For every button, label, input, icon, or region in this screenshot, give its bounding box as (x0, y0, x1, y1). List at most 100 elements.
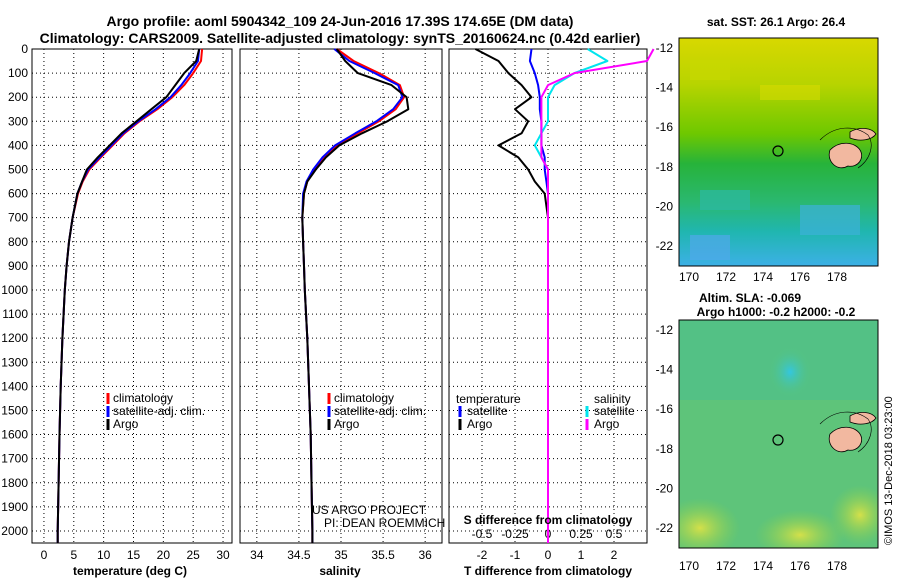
s-diff-satellite-line (533, 48, 609, 543)
longitude-tick-label: 176 (790, 270, 810, 284)
salinity-argo-line (301, 48, 410, 543)
s-diff-argo-line (540, 48, 655, 543)
profile-lines (56, 48, 655, 543)
legend-label-satellite: satellite-adj. clim. (334, 404, 426, 418)
depth-tick-labels: 0 100 200 300 400 500 600 700 800 900 1000 1100 1200… (1, 42, 28, 538)
map-tick-labels: -12 -14 -16 -18 -20 -22 170 172 174 176 178 -12 -14 -… (656, 41, 848, 573)
legend-label-argo: Argo (113, 417, 139, 431)
depth-tick-label: 1600 (1, 428, 28, 442)
depth-tick-label: 400 (8, 138, 28, 152)
salinity-legend: climatology satellite-adj. clim. Argo US… (312, 391, 445, 530)
salinity-climatology-line (301, 48, 406, 543)
legend-label-climatology: climatology (113, 391, 173, 405)
longitude-tick-label: 174 (753, 559, 773, 573)
salinity-tick-label: 36 (418, 548, 432, 562)
temperature-climatology-line (56, 48, 204, 543)
t-diff-tick-label: 0 (545, 548, 552, 562)
float-location-marker (772, 145, 784, 157)
latitude-tick-label: -12 (656, 323, 674, 337)
t-diff-tick-label: 2 (611, 548, 618, 562)
latitude-tick-label: -22 (656, 239, 674, 253)
salinity-satellite-line (301, 48, 404, 543)
temperature-tick-label: 0 (41, 548, 48, 562)
latitude-tick-label: -14 (656, 81, 674, 95)
depth-tick-label: 1800 (1, 476, 28, 490)
temperature-tick-label: 15 (127, 548, 141, 562)
temperature-tick-label: 5 (70, 548, 77, 562)
longitude-tick-label: 170 (679, 270, 699, 284)
sla-map-title-2: Argo h1000: -0.2 h2000: -0.2 (697, 305, 856, 319)
depth-tick-label: 2000 (1, 524, 28, 538)
latitude-tick-label: -16 (656, 120, 674, 134)
legend-label-t-argo: Argo (467, 417, 493, 431)
temperature-tick-label: 30 (216, 548, 230, 562)
temperature-argo-line (56, 48, 201, 543)
latitude-tick-label: -18 (656, 160, 674, 174)
t-diff-tick-label: 1 (578, 548, 585, 562)
longitude-tick-label: 170 (679, 559, 699, 573)
latitude-tick-label: -16 (656, 402, 674, 416)
latitude-tick-label: -12 (656, 41, 674, 55)
legend-label-s-satellite: satellite (594, 404, 635, 418)
depth-tick-label: 100 (8, 66, 28, 80)
sst-map-title: sat. SST: 26.1 Argo: 26.4 (707, 15, 846, 29)
s-diff-tick-label: -0.25 (501, 527, 529, 541)
sla-map (679, 320, 878, 548)
depth-tick-label: 800 (8, 235, 28, 249)
s-diff-tick-label: -0.5 (472, 527, 493, 541)
longitude-tick-label: 176 (790, 559, 810, 573)
latitude-tick-label: -18 (656, 442, 674, 456)
x-tick-labels: 0 5 10 15 20 25 30 34 34.5 35 35.5 36 -2 -1 0 1 2 -0.5 -0.… (41, 527, 623, 562)
t-diff-argo-line (474, 48, 549, 543)
depth-tick-label: 0 (21, 42, 28, 56)
legend-label-s-argo: Argo (594, 417, 620, 431)
depth-tick-label: 300 (8, 114, 28, 128)
longitude-tick-label: 172 (716, 270, 736, 284)
depth-tick-label: 1900 (1, 500, 28, 514)
salinity-axis-label: salinity (319, 564, 361, 578)
s-diff-tick-label: 0.5 (606, 527, 623, 541)
latitude-tick-label: -20 (656, 199, 674, 213)
credit-project: US ARGO PROJECT (312, 503, 427, 517)
sla-map-title-1: Altim. SLA: -0.069 (699, 291, 801, 305)
title-line1: Argo profile: aoml 5904342_109 24-Jun-20… (107, 13, 574, 29)
difference-legend: temperature satellite Argo salinity sate… (456, 392, 635, 431)
depth-tick-label: 600 (8, 187, 28, 201)
depth-tick-label: 500 (8, 162, 28, 176)
salinity-tick-label: 34 (250, 548, 264, 562)
temperature-tick-label: 20 (157, 548, 171, 562)
longitude-tick-label: 174 (753, 270, 773, 284)
island-shape (828, 426, 863, 453)
temperature-axis-label: temperature (deg C) (73, 564, 187, 578)
sst-map (679, 38, 878, 266)
temperature-panel-frame (31, 48, 233, 544)
temperature-legend: climatology satellite-adj. clim. Argo (106, 391, 205, 431)
s-diff-tick-label: 0.25 (569, 527, 593, 541)
legend-label-argo: Argo (334, 417, 360, 431)
depth-tick-label: 200 (8, 90, 28, 104)
salinity-tick-label: 35 (334, 548, 348, 562)
island-shape (828, 142, 863, 169)
t-diff-tick-label: -2 (477, 548, 488, 562)
depth-tick-label: 1100 (2, 307, 28, 321)
depth-tick-label: 900 (8, 259, 28, 273)
latitude-tick-label: -14 (656, 363, 674, 377)
latitude-tick-label: -22 (656, 521, 674, 535)
depth-tick-label: 1400 (1, 379, 28, 393)
legend-label-t-satellite: satellite (467, 404, 508, 418)
title-line2: Climatology: CARS2009. Satellite-adjuste… (40, 30, 641, 46)
credit-pi: PI: DEAN ROEMMICH (324, 516, 445, 530)
salinity-tick-label: 34.5 (287, 548, 311, 562)
depth-tick-label: 1700 (1, 452, 28, 466)
sst-map-frame (678, 37, 879, 267)
temperature-satellite-line (56, 48, 201, 543)
depth-tick-label: 700 (8, 211, 28, 225)
legend-title-salinity: salinity (594, 392, 631, 406)
t-diff-tick-label: -1 (510, 548, 521, 562)
salinity-panel-frame (239, 48, 443, 544)
legend-label-climatology: climatology (334, 391, 394, 405)
temperature-tick-label: 25 (187, 548, 201, 562)
legend-title-temperature: temperature (456, 392, 521, 406)
longitude-tick-label: 178 (827, 559, 847, 573)
